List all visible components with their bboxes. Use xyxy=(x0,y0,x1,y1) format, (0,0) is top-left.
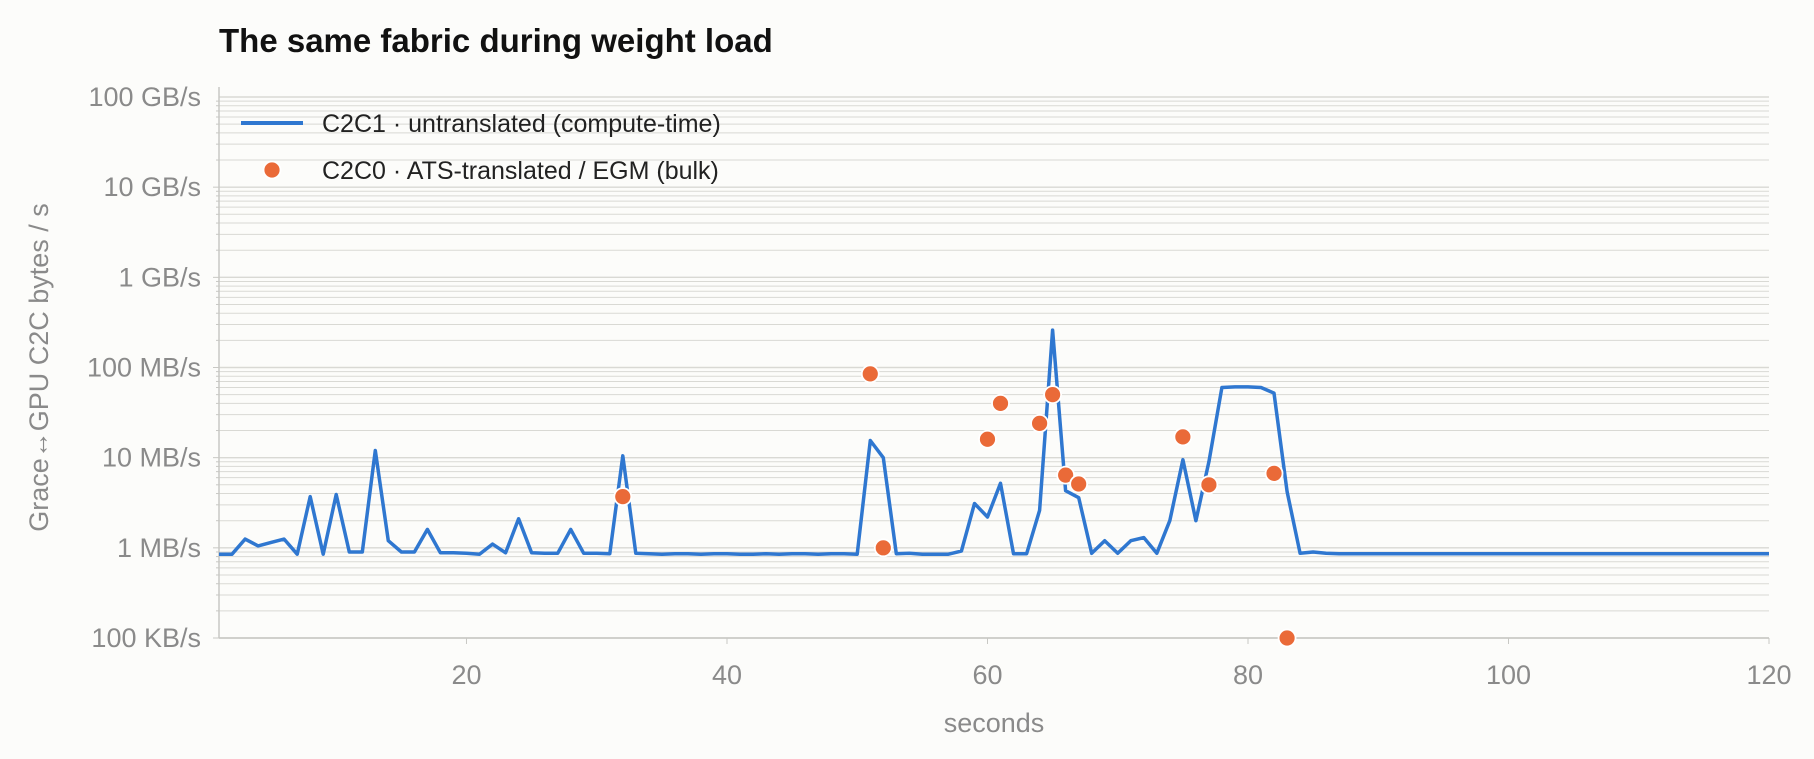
legend-dot-swatch xyxy=(262,160,282,180)
legend-label: C2C1 · untranslated (compute-time) xyxy=(322,110,721,138)
y-tick-label: 1 MB/s xyxy=(117,533,201,563)
x-axis-label: seconds xyxy=(944,708,1045,738)
data-point xyxy=(1043,385,1063,405)
series-line-c2c1 xyxy=(219,328,1769,556)
data-point xyxy=(1277,628,1297,648)
data-point xyxy=(613,487,633,507)
data-point xyxy=(1069,474,1089,494)
x-tick-label: 80 xyxy=(1233,660,1263,690)
y-tick-label: 100 KB/s xyxy=(91,623,201,653)
legend: C2C1 · untranslated (compute-time) C2C0 ·… xyxy=(241,110,721,185)
data-point xyxy=(860,364,880,384)
y-axis-label: Grace↔GPU C2C bytes / s xyxy=(24,203,54,532)
x-tick-label: 120 xyxy=(1746,660,1791,690)
y-tick-labels: 100 KB/s 1 MB/s 10 MB/s 100 MB/s 1 GB/s 10 GB… xyxy=(87,82,201,653)
x-tick-label: 100 xyxy=(1486,660,1531,690)
data-point xyxy=(991,393,1010,413)
data-point xyxy=(873,538,893,558)
y-tick-label: 10 GB/s xyxy=(103,172,201,202)
x-tick-label: 60 xyxy=(972,660,1002,690)
data-point xyxy=(1264,463,1284,483)
legend-label: C2C0 · ATS-translated / EGM (bulk) xyxy=(322,157,719,185)
x-tick-labels: 20 40 60 80 100 120 xyxy=(451,638,1792,690)
series-points-c2c0 xyxy=(613,364,1297,648)
data-point xyxy=(1173,427,1193,447)
y-tick-label: 100 GB/s xyxy=(88,82,201,112)
y-tick-label: 100 MB/s xyxy=(87,353,201,383)
x-tick-label: 20 xyxy=(451,660,481,690)
data-point xyxy=(1056,465,1076,485)
y-tick-label: 10 MB/s xyxy=(102,443,201,473)
data-point xyxy=(1030,413,1049,433)
grid-lines xyxy=(213,96,1769,639)
y-tick-label: 1 GB/s xyxy=(118,262,201,292)
data-point xyxy=(1199,475,1219,495)
data-point xyxy=(978,429,997,449)
x-tick-label: 40 xyxy=(712,660,742,690)
chart-title: The same fabric during weight load xyxy=(219,22,773,59)
